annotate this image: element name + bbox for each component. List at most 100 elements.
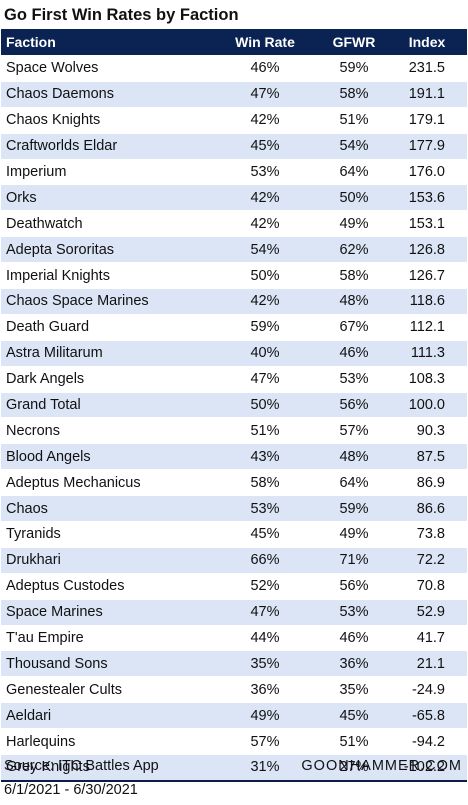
cell-win-rate: 58% xyxy=(209,469,321,496)
cell-win-rate: 66% xyxy=(209,546,321,574)
cell-index: 179.1 xyxy=(387,106,467,134)
table-row: Space Wolves 46% 59% 231.5 xyxy=(1,55,467,82)
cell-index: 73.8 xyxy=(387,521,467,548)
cell-faction: Adepta Sororitas xyxy=(1,236,209,263)
cell-gfwr: 59% xyxy=(321,495,387,522)
cell-win-rate: 57% xyxy=(209,728,321,755)
table-row: Drukhari 66% 71% 72.2 xyxy=(1,546,467,574)
cell-gfwr: 64% xyxy=(321,158,387,185)
cell-win-rate: 36% xyxy=(209,676,321,703)
table-row: Necrons 51% 57% 90.3 xyxy=(1,417,467,444)
cell-faction: Adeptus Custodes xyxy=(1,572,209,600)
cell-gfwr: 56% xyxy=(321,572,387,600)
cell-faction: Chaos Knights xyxy=(1,106,209,134)
cell-faction: Chaos Daemons xyxy=(1,80,209,108)
cell-faction: Space Marines xyxy=(1,598,209,626)
table-row: Imperium 53% 64% 176.0 xyxy=(1,158,467,185)
cell-gfwr: 48% xyxy=(321,288,387,315)
cell-win-rate: 44% xyxy=(209,624,321,651)
cell-gfwr: 36% xyxy=(321,650,387,677)
cell-win-rate: 45% xyxy=(209,132,321,160)
cell-win-rate: 42% xyxy=(209,288,321,315)
column-header-index: Index xyxy=(387,29,467,56)
table-row: Genestealer Cults 36% 35% -24.9 xyxy=(1,676,467,703)
cell-gfwr: 46% xyxy=(321,624,387,651)
cell-faction: Necrons xyxy=(1,417,209,444)
cell-faction: Orks xyxy=(1,184,209,211)
cell-gfwr: 45% xyxy=(321,702,387,729)
cell-gfwr: 62% xyxy=(321,236,387,263)
cell-win-rate: 46% xyxy=(209,55,321,82)
cell-gfwr: 51% xyxy=(321,728,387,755)
table-row: Chaos Daemons 47% 58% 191.1 xyxy=(1,80,467,108)
cell-faction: Deathwatch xyxy=(1,210,209,237)
cell-faction: Thousand Sons xyxy=(1,650,209,677)
cell-gfwr: 48% xyxy=(321,443,387,470)
table-row: Harlequins 57% 51% -94.2 xyxy=(1,728,467,755)
cell-gfwr: 56% xyxy=(321,391,387,418)
cell-index: 52.9 xyxy=(387,598,467,626)
cell-index: 21.1 xyxy=(387,650,467,677)
chart-title: Go First Win Rates by Faction xyxy=(4,6,239,24)
column-header-win-rate: Win Rate xyxy=(209,29,321,56)
table-row: Blood Angels 43% 48% 87.5 xyxy=(1,443,467,470)
cell-win-rate: 50% xyxy=(209,262,321,289)
cell-index: 112.1 xyxy=(387,313,467,341)
cell-index: 86.6 xyxy=(387,495,467,522)
table-row: Chaos 53% 59% 86.6 xyxy=(1,495,467,522)
table-row: Grey Knights 31% 27% -102.2 xyxy=(1,754,467,781)
cell-index: 70.8 xyxy=(387,572,467,600)
cell-gfwr: 49% xyxy=(321,521,387,548)
cell-gfwr: 27% xyxy=(321,754,387,781)
cell-gfwr: 53% xyxy=(321,365,387,393)
cell-index: 153.1 xyxy=(387,210,467,237)
cell-index: 231.5 xyxy=(387,55,467,82)
cell-index: 86.9 xyxy=(387,469,467,496)
cell-win-rate: 59% xyxy=(209,313,321,341)
cell-faction: T'au Empire xyxy=(1,624,209,651)
cell-win-rate: 40% xyxy=(209,339,321,367)
cell-gfwr: 53% xyxy=(321,598,387,626)
cell-gfwr: 71% xyxy=(321,546,387,574)
column-header-faction: Faction xyxy=(1,29,209,56)
cell-gfwr: 51% xyxy=(321,106,387,134)
cell-index: -102.2 xyxy=(387,754,467,781)
table-row: Thousand Sons 35% 36% 21.1 xyxy=(1,650,467,677)
table-row: Craftworlds Eldar 45% 54% 177.9 xyxy=(1,132,467,160)
cell-win-rate: 53% xyxy=(209,158,321,185)
table-row: Death Guard 59% 67% 112.1 xyxy=(1,313,467,341)
cell-gfwr: 64% xyxy=(321,469,387,496)
table-row: Tyranids 45% 49% 73.8 xyxy=(1,521,467,548)
table-row: Deathwatch 42% 49% 153.1 xyxy=(1,210,467,237)
cell-faction: Harlequins xyxy=(1,728,209,755)
cell-faction: Blood Angels xyxy=(1,443,209,470)
table-body: Space Wolves 46% 59% 231.5 Chaos Daemons 47% 5… xyxy=(1,55,467,781)
table-row: Space Marines 47% 53% 52.9 xyxy=(1,598,467,626)
cell-win-rate: 53% xyxy=(209,495,321,522)
table-row: Chaos Space Marines 42% 48% 118.6 xyxy=(1,288,467,315)
table-row: Orks 42% 50% 153.6 xyxy=(1,184,467,211)
cell-index: 153.6 xyxy=(387,184,467,211)
cell-faction: Tyranids xyxy=(1,521,209,548)
cell-index: 177.9 xyxy=(387,132,467,160)
cell-gfwr: 67% xyxy=(321,313,387,341)
cell-gfwr: 46% xyxy=(321,339,387,367)
cell-faction: Dark Angels xyxy=(1,365,209,393)
cell-faction: Chaos Space Marines xyxy=(1,288,209,315)
cell-gfwr: 54% xyxy=(321,132,387,160)
table-header-row: Faction Win Rate GFWR Index xyxy=(1,29,467,56)
win-rate-table: Faction Win Rate GFWR Index Space Wolves… xyxy=(1,29,467,782)
cell-index: 108.3 xyxy=(387,365,467,393)
cell-faction: Grand Total xyxy=(1,391,209,418)
cell-faction: Genestealer Cults xyxy=(1,676,209,703)
cell-win-rate: 43% xyxy=(209,443,321,470)
cell-index: 126.7 xyxy=(387,262,467,289)
cell-win-rate: 47% xyxy=(209,365,321,393)
cell-index: -24.9 xyxy=(387,676,467,703)
cell-index: 176.0 xyxy=(387,158,467,185)
column-header-gfwr: GFWR xyxy=(321,29,387,56)
cell-win-rate: 47% xyxy=(209,80,321,108)
cell-faction: Space Wolves xyxy=(1,55,209,82)
cell-win-rate: 42% xyxy=(209,184,321,211)
site-credit: GOONHAMMER.COM xyxy=(301,758,462,774)
